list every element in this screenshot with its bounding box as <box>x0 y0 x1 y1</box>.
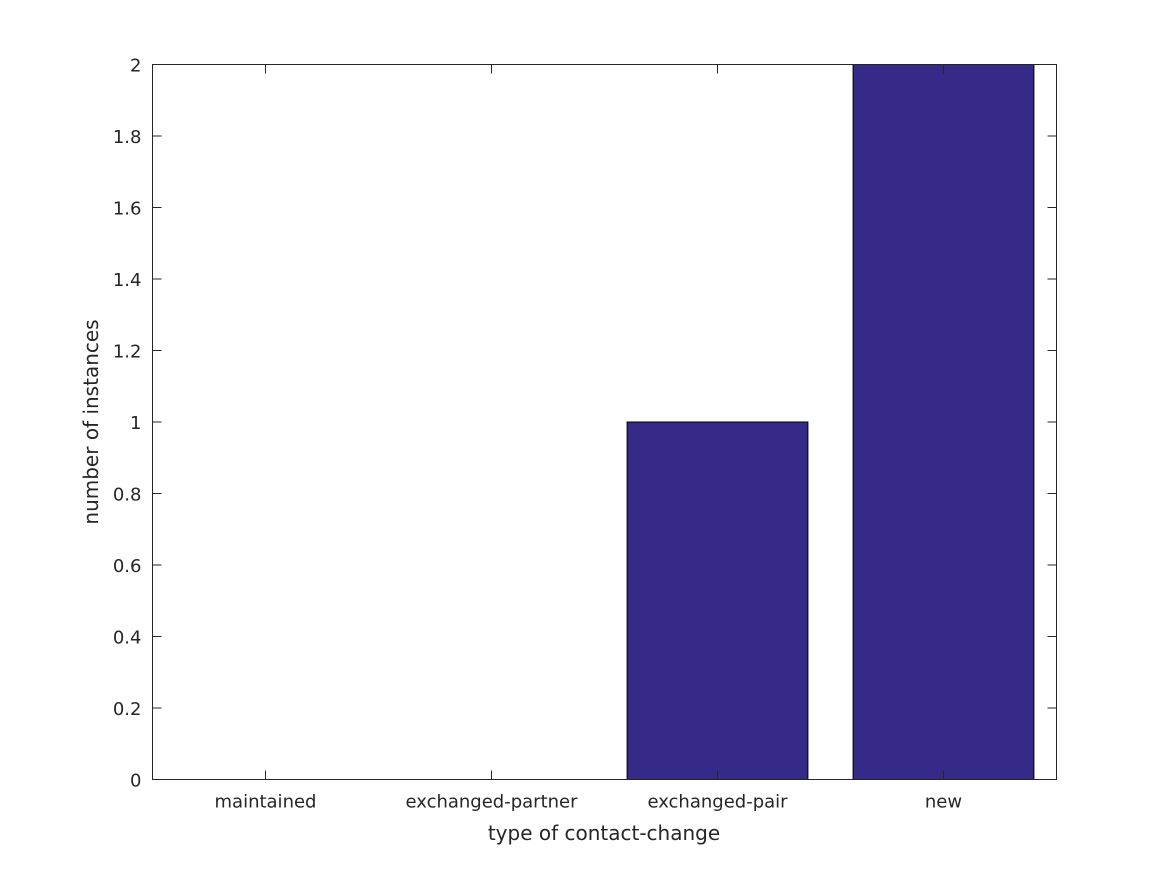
y-tick-label: 1 <box>130 413 141 434</box>
x-axis-label: type of contact-change <box>488 821 720 845</box>
y-tick-label: 2 <box>130 56 141 77</box>
y-axis-label: number of instances <box>79 319 103 524</box>
y-tick-label: 1.8 <box>113 127 142 148</box>
y-tick-label: 0.8 <box>113 485 142 506</box>
x-tick-label: new <box>925 792 962 813</box>
y-tick-label: 0 <box>130 771 141 792</box>
x-tick-label: exchanged-pair <box>647 792 788 813</box>
y-tick-label: 0.2 <box>113 699 142 720</box>
y-tick-label: 1.4 <box>113 270 142 291</box>
bar-exchanged-pair <box>626 421 809 780</box>
y-tick-label: 1.6 <box>113 199 142 220</box>
ticks: maintained exchanged-partner exchanged-pai… <box>113 56 1057 813</box>
y-tick-label: 0.4 <box>113 628 142 649</box>
bars <box>626 64 1035 780</box>
x-tick-label: maintained <box>215 792 317 813</box>
x-tick-label: exchanged-partner <box>405 792 578 813</box>
y-tick-label: 1.2 <box>113 342 142 363</box>
y-tick-label: 0.6 <box>113 556 142 577</box>
bar-new <box>852 64 1035 780</box>
